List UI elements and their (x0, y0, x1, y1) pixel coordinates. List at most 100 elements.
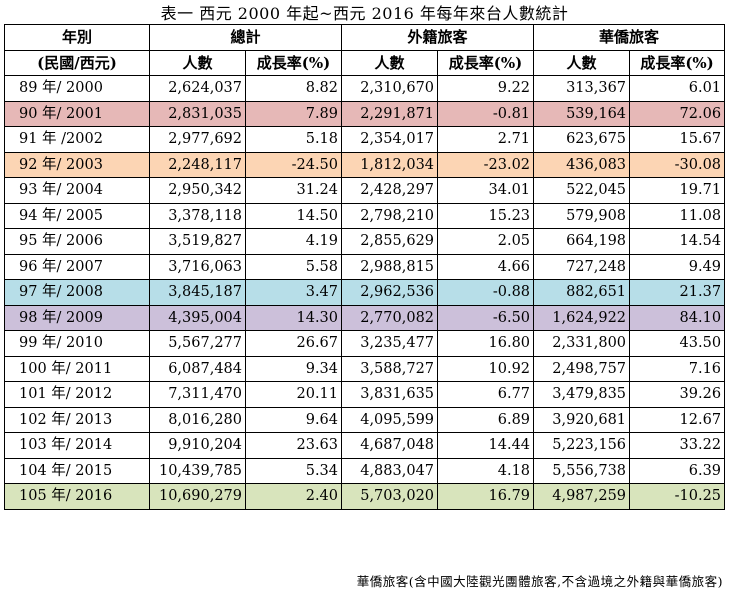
year-subheader: (民國/西元) (4, 49, 150, 76)
foreign-growth-cell: 2.05 (437, 228, 535, 255)
foreign-count-cell: 1,812,034 (341, 151, 439, 178)
table-row: 105 年/ 2016 10,690,279 2.40 5,703,020 16.79 4… (4, 483, 726, 510)
table-row: 89 年/ 2000 2,624,037 8.82 2,310,670 9.22 313,… (4, 75, 726, 102)
footnote: 華僑旅客(含中國大陸觀光團體旅客,不含過境之外籍與華僑旅客) (356, 574, 723, 589)
overseas-count-cell: 522,045 (533, 177, 631, 204)
total-growth-cell: -24.50 (244, 151, 343, 178)
year-cell: 99 年/ 2010 (4, 330, 150, 357)
overseas-growth-header: 成長率(%) (629, 49, 726, 76)
total-growth-cell: 23.63 (244, 432, 343, 459)
overseas-growth-cell: 21.37 (629, 279, 726, 306)
overseas-count-cell: 2,331,800 (533, 330, 631, 357)
foreign-growth-cell: 16.79 (437, 483, 535, 510)
year-cell: 104 年/ 2015 (4, 457, 150, 484)
foreign-growth-cell: -0.88 (437, 279, 535, 306)
overseas-count-cell: 3,920,681 (533, 406, 631, 433)
total-growth-cell: 7.89 (244, 100, 343, 127)
total-header: 總計 (148, 24, 343, 51)
table-row: 91 年 /2002 2,977,692 5.18 2,354,017 2.71 623,… (4, 126, 726, 153)
year-cell: 105 年/ 2016 (4, 483, 150, 510)
foreign-growth-header: 成長率(%) (437, 49, 535, 76)
total-growth-cell: 9.34 (244, 355, 343, 382)
year-cell: 96 年/ 2007 (4, 253, 150, 280)
year-cell: 91 年 /2002 (4, 126, 150, 153)
foreign-count-cell: 2,428,297 (341, 177, 439, 204)
foreign-count-cell: 2,770,082 (341, 304, 439, 331)
total-growth-cell: 8.82 (244, 75, 343, 102)
table-row: 97 年/ 2008 3,845,187 3.47 2,962,536 -0.88 882… (4, 279, 726, 306)
total-growth-cell: 5.34 (244, 457, 343, 484)
total-count-cell: 3,716,063 (149, 253, 246, 280)
foreign-count-cell: 2,291,871 (341, 100, 439, 127)
total-count-cell: 10,439,785 (149, 457, 246, 484)
foreign-count-header: 人數 (341, 49, 439, 76)
overseas-growth-cell: 6.39 (629, 457, 726, 484)
overseas-count-cell: 1,624,922 (533, 304, 631, 331)
total-growth-cell: 9.64 (244, 406, 343, 433)
overseas-growth-cell: 19.71 (629, 177, 726, 204)
year-cell: 100 年/ 2011 (4, 355, 150, 382)
total-count-cell: 2,624,037 (149, 75, 246, 102)
total-growth-cell: 5.58 (244, 253, 343, 280)
total-count-cell: 7,311,470 (149, 381, 246, 408)
table-row: 93 年/ 2004 2,950,342 31.24 2,428,297 34.01 52… (4, 177, 726, 204)
table-row: 104 年/ 2015 10,439,785 5.34 4,883,047 4.18 5,… (4, 457, 726, 484)
total-growth-cell: 2.40 (244, 483, 343, 510)
total-count-cell: 6,087,484 (149, 355, 246, 382)
foreign-growth-cell: 2.71 (437, 126, 535, 153)
year-cell: 102 年/ 2013 (4, 406, 150, 433)
table-row: 101 年/ 2012 7,311,470 20.11 3,831,635 6.77 3,… (4, 381, 726, 408)
foreign-count-cell: 4,095,599 (341, 406, 439, 433)
total-growth-cell: 31.24 (244, 177, 343, 204)
overseas-count-cell: 623,675 (533, 126, 631, 153)
overseas-growth-cell: -10.25 (629, 483, 726, 510)
header-row-top: 年別 總計 外籍旅客 華僑旅客 (4, 24, 726, 51)
overseas-count-header: 人數 (533, 49, 631, 76)
foreign-count-cell: 4,883,047 (341, 457, 439, 484)
foreign-count-cell: 5,703,020 (341, 483, 439, 510)
overseas-count-cell: 539,164 (533, 100, 631, 127)
year-cell: 101 年/ 2012 (4, 381, 150, 408)
foreign-growth-cell: 34.01 (437, 177, 535, 204)
foreign-header: 外籍旅客 (341, 24, 535, 51)
overseas-count-cell: 436,083 (533, 151, 631, 178)
total-growth-cell: 5.18 (244, 126, 343, 153)
overseas-growth-cell: 11.08 (629, 202, 726, 229)
total-growth-header: 成長率(%) (244, 49, 343, 76)
foreign-growth-cell: 15.23 (437, 202, 535, 229)
overseas-count-cell: 5,223,156 (533, 432, 631, 459)
foreign-growth-cell: 4.66 (437, 253, 535, 280)
overseas-growth-cell: 72.06 (629, 100, 726, 127)
overseas-growth-cell: 15.67 (629, 126, 726, 153)
year-cell: 93 年/ 2004 (4, 177, 150, 204)
overseas-growth-cell: 12.67 (629, 406, 726, 433)
overseas-count-cell: 313,367 (533, 75, 631, 102)
foreign-growth-cell: 10.92 (437, 355, 535, 382)
foreign-count-cell: 3,588,727 (341, 355, 439, 382)
overseas-growth-cell: 33.22 (629, 432, 726, 459)
overseas-count-cell: 3,479,835 (533, 381, 631, 408)
overseas-count-cell: 2,498,757 (533, 355, 631, 382)
foreign-count-cell: 2,354,017 (341, 126, 439, 153)
foreign-growth-cell: -0.81 (437, 100, 535, 127)
year-cell: 92 年/ 2003 (4, 151, 150, 178)
total-count-cell: 2,831,035 (149, 100, 246, 127)
foreign-growth-cell: 9.22 (437, 75, 535, 102)
year-header: 年別 (4, 24, 150, 51)
table-row: 100 年/ 2011 6,087,484 9.34 3,588,727 10.92 2,… (4, 355, 726, 382)
table-body: 89 年/ 2000 2,624,037 8.82 2,310,670 9.22 313,… (4, 75, 726, 510)
year-cell: 97 年/ 2008 (4, 279, 150, 306)
foreign-growth-cell: -6.50 (437, 304, 535, 331)
total-count-cell: 4,395,004 (149, 304, 246, 331)
foreign-growth-cell: -23.02 (437, 151, 535, 178)
overseas-count-cell: 882,651 (533, 279, 631, 306)
foreign-growth-cell: 6.77 (437, 381, 535, 408)
table-row: 90 年/ 2001 2,831,035 7.89 2,291,871 -0.81 539… (4, 100, 726, 127)
overseas-growth-cell: 7.16 (629, 355, 726, 382)
total-growth-cell: 4.19 (244, 228, 343, 255)
year-cell: 98 年/ 2009 (4, 304, 150, 331)
overseas-growth-cell: 43.50 (629, 330, 726, 357)
overseas-growth-cell: 84.10 (629, 304, 726, 331)
table-row: 103 年/ 2014 9,910,204 23.63 4,687,048 14.44 5… (4, 432, 726, 459)
foreign-growth-cell: 16.80 (437, 330, 535, 357)
